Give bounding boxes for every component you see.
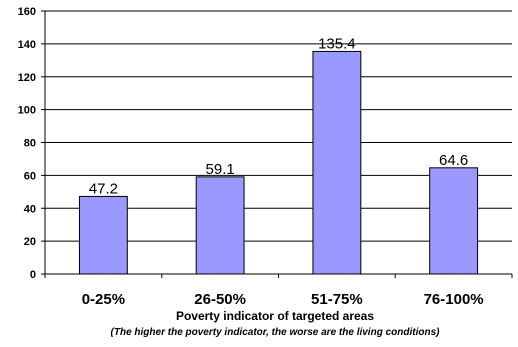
y-axis: 0 20 40 60 80 100 120 140 160 (18, 6, 46, 281)
bar (312, 50, 362, 275)
y-tick-label: 140 (18, 39, 36, 51)
data-label: 135.4 (318, 35, 356, 52)
y-tick-label: 40 (24, 203, 36, 215)
x-axis-title: Poverty indicator of targeted areas (176, 309, 374, 323)
y-tick-label: 0 (30, 269, 36, 281)
x-axis: 0-25% 26-50% 51-75% 76-100% (44, 273, 513, 308)
category-label: 0-25% (82, 291, 125, 308)
y-tick-label: 80 (24, 138, 36, 150)
y-tick-label: 60 (24, 170, 36, 182)
data-label: 59.1 (206, 161, 235, 178)
data-label: 47.2 (89, 180, 118, 197)
y-tick-label: 100 (18, 105, 36, 117)
y-tick-label: 160 (18, 6, 36, 18)
data-label: 64.6 (439, 152, 468, 169)
bars: 47.2 59.1 135.4 64.6 (78, 35, 479, 275)
chart-note: (The higher the poverty indicator, the w… (111, 327, 441, 338)
category-label: 51-75% (311, 291, 363, 308)
bar (429, 167, 479, 275)
category-label: 26-50% (194, 291, 246, 308)
y-tick-label: 20 (24, 236, 36, 248)
y-tick-label: 120 (18, 72, 36, 84)
category-label: 76-100% (424, 291, 484, 308)
bar (78, 195, 128, 275)
bar (195, 176, 245, 275)
